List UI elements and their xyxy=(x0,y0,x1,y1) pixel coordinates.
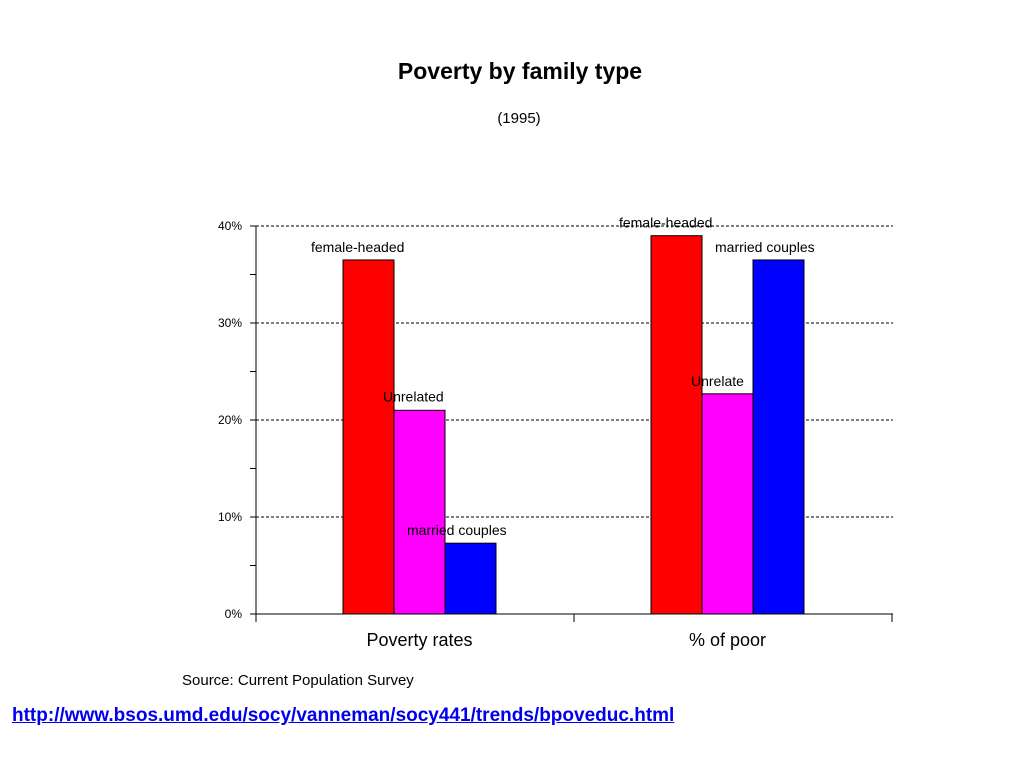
bar-female-headed xyxy=(342,259,395,615)
y-tick-label: 40% xyxy=(218,219,242,233)
y-tick-label: 10% xyxy=(218,510,242,524)
category-label: Poverty rates xyxy=(366,630,472,650)
data-label: married couples xyxy=(407,522,507,538)
bar-unrelated xyxy=(701,393,754,615)
bar-married-couples xyxy=(444,542,497,615)
bar-married-couples xyxy=(752,259,805,615)
y-tick-label: 20% xyxy=(218,413,242,427)
source-note: Source: Current Population Survey xyxy=(182,672,414,689)
data-label: Unrelate xyxy=(691,373,744,389)
bar-unrelated xyxy=(393,409,446,615)
source-link[interactable]: http://www.bsos.umd.edu/socy/vanneman/so… xyxy=(12,705,675,726)
data-label: female-headed xyxy=(619,215,712,231)
chart-title: Poverty by family type xyxy=(397,58,643,84)
bar-female-headed xyxy=(650,235,703,615)
data-label: Unrelated xyxy=(383,388,444,404)
data-label: female-headed xyxy=(311,239,404,255)
y-tick-label: 0% xyxy=(225,607,243,621)
y-tick-label: 30% xyxy=(218,316,242,330)
category-label: % of poor xyxy=(689,630,766,650)
data-label: married couples xyxy=(715,239,815,255)
chart-subtitle: (1995) xyxy=(497,110,541,127)
